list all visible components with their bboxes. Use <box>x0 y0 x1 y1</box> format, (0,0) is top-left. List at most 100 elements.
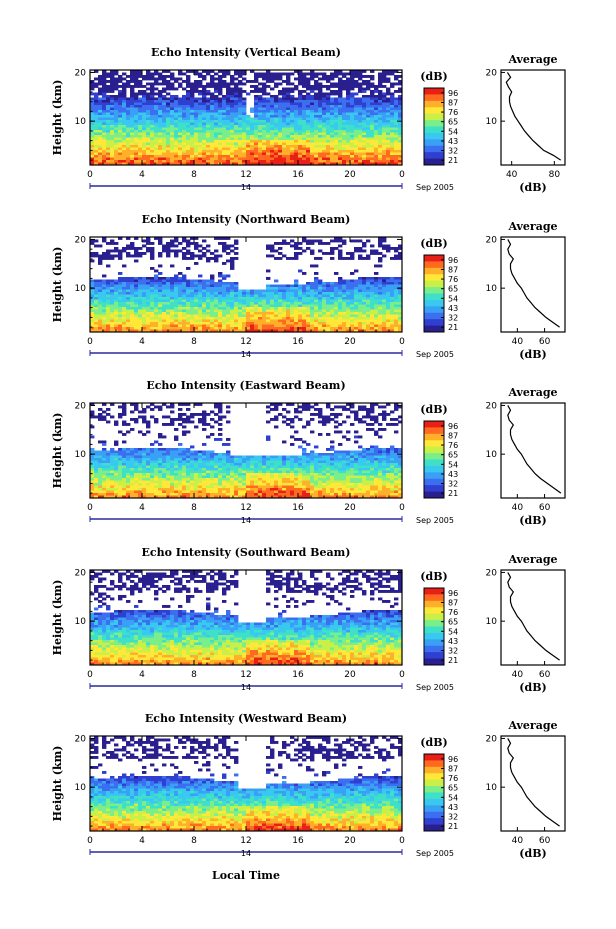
heatmap-cell <box>310 312 315 315</box>
heatmap-cell <box>310 289 315 293</box>
heatmap-cell <box>222 244 227 248</box>
heatmap-cell <box>122 279 127 283</box>
heatmap-cell <box>302 309 307 313</box>
colorbar-segment <box>424 312 444 320</box>
heatmap-cell <box>326 312 331 315</box>
heatmap-cell <box>214 292 219 295</box>
heatmap-cell <box>370 90 375 93</box>
heatmap-cell <box>130 112 135 116</box>
heatmap-cell <box>294 254 299 258</box>
heatmap-cell <box>174 279 179 283</box>
heatmap-cell <box>306 322 311 325</box>
heatmap-cell <box>250 322 255 325</box>
heatmap-cell <box>210 125 215 128</box>
heatmap-cell <box>334 70 339 73</box>
heatmap-cell <box>130 147 135 151</box>
heatmap-cell <box>194 237 199 240</box>
heatmap-cell <box>174 289 179 293</box>
heatmap-cell <box>318 279 323 283</box>
heatmap-cell <box>170 72 175 76</box>
heatmap-cell <box>242 132 247 136</box>
heatmap-cell <box>114 152 119 156</box>
heatmap-cell <box>398 130 403 133</box>
heatmap-cell <box>206 82 211 86</box>
heatmap-cell <box>174 145 179 148</box>
heatmap-cell <box>266 92 271 96</box>
average-title: Average <box>507 220 557 233</box>
heatmap-cell <box>94 480 99 484</box>
heatmap-cell <box>94 102 99 106</box>
heatmap-cell <box>134 314 139 318</box>
heatmap-cell <box>166 87 171 91</box>
heatmap-cell <box>110 493 115 496</box>
heatmap-cell <box>278 247 283 250</box>
heatmap-cell <box>398 304 403 308</box>
heatmap-cell <box>286 120 291 123</box>
heatmap-cell <box>138 327 143 330</box>
heatmap-cell <box>398 135 403 138</box>
heatmap-cell <box>250 152 255 156</box>
heatmap-cell <box>342 297 347 300</box>
heatmap-cell <box>166 242 171 245</box>
heatmap-cell <box>310 145 315 148</box>
heatmap-cell <box>306 87 311 91</box>
heatmap-cell <box>194 262 199 265</box>
heatmap-cell <box>170 277 175 280</box>
heatmap-cell <box>150 145 155 148</box>
heatmap-cell <box>302 317 307 320</box>
heatmap-cell <box>222 262 227 265</box>
heatmap-cell <box>238 157 243 161</box>
heatmap-cell <box>310 160 315 163</box>
heatmap-cell <box>258 137 263 141</box>
heatmap-cell <box>274 322 279 325</box>
heatmap-cell <box>170 110 175 113</box>
heatmap-cell <box>102 162 107 166</box>
heatmap-cell <box>218 142 223 146</box>
heatmap-cell <box>358 70 363 73</box>
heatmap-cell <box>326 329 331 333</box>
heatmap-cell <box>250 324 255 328</box>
colorbar-segment <box>424 267 444 275</box>
heatmap-cell <box>278 297 283 300</box>
heatmap-cell <box>158 137 163 141</box>
heatmap-cell <box>158 142 163 146</box>
heatmap-cell <box>314 284 319 288</box>
heatmap-cell <box>266 324 271 328</box>
heatmap-cell <box>94 475 99 479</box>
heatmap-cell <box>286 312 291 315</box>
heatmap-cell <box>350 110 355 113</box>
heatmap-cell <box>194 85 199 88</box>
heatmap-cell <box>306 302 311 305</box>
heatmap-cell <box>198 122 203 126</box>
heatmap-cell <box>98 292 103 295</box>
heatmap-cell <box>266 329 271 333</box>
heatmap-cell <box>114 302 119 305</box>
heatmap-cell <box>354 297 359 300</box>
heatmap-cell <box>254 112 259 116</box>
heatmap-cell <box>178 277 183 280</box>
heatmap-cell <box>118 117 123 121</box>
heatmap-cell <box>326 135 331 138</box>
heatmap-cell <box>170 107 175 111</box>
heatmap-cell <box>394 302 399 305</box>
heatmap-cell <box>214 249 219 253</box>
heatmap-cell <box>390 289 395 293</box>
heatmap-cell <box>190 302 195 305</box>
heatmap-cell <box>106 312 111 315</box>
heatmap-cell <box>162 160 167 163</box>
heatmap-cell <box>378 324 383 328</box>
heatmap-cell <box>382 279 387 283</box>
x-tick-label: 0 <box>87 337 93 347</box>
heatmap-cell <box>234 329 239 333</box>
heatmap-cell <box>310 112 315 116</box>
heatmap-cell <box>330 90 335 93</box>
heatmap-cell <box>146 102 151 106</box>
heatmap-cell <box>362 160 367 163</box>
heatmap-cell <box>322 142 327 146</box>
heatmap-cell <box>190 157 195 161</box>
heatmap-cell <box>102 458 107 461</box>
heatmap-cell <box>134 155 139 158</box>
heatmap-cell <box>242 130 247 133</box>
heatmap-cell <box>162 147 167 151</box>
heatmap-cell <box>226 314 231 318</box>
